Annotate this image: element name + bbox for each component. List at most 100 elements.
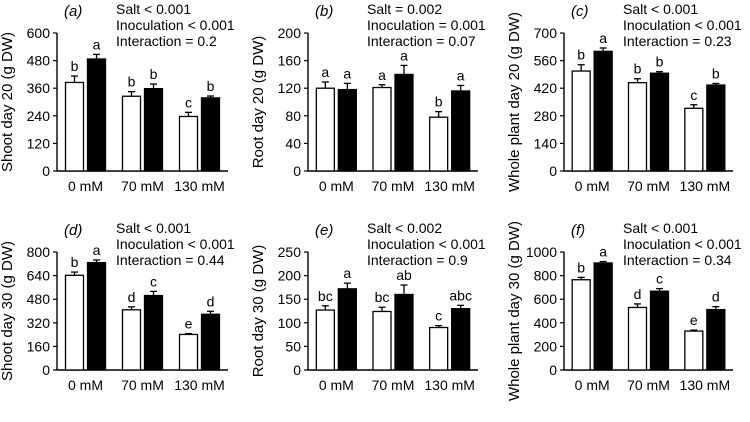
y-axis-label: Whole plant day 30 (g DW) — [506, 221, 523, 401]
bar — [178, 115, 199, 172]
significance-letter: abc — [449, 287, 472, 303]
bar — [64, 274, 85, 371]
stats-line: Interaction = 0.34 — [623, 252, 732, 268]
bar — [394, 293, 414, 371]
y-tick-label: 160 — [27, 338, 51, 354]
stats-line: Inoculation < 0.001 — [116, 17, 235, 33]
y-tick-label: 120 — [27, 135, 51, 151]
y-axis-label: Shoot day 20 (g DW) — [0, 32, 16, 172]
significance-letter: d — [128, 289, 136, 305]
y-tick-label: 80 — [285, 108, 301, 124]
chart-panel-e: 0 50 100 150 200 250 Root day 30 (g DW) (e) Salt… — [250, 220, 486, 393]
stats-line: Interaction = 0.23 — [623, 33, 732, 49]
bar — [200, 313, 221, 371]
y-tick-label: 100 — [278, 315, 302, 331]
y-tick-label: 800 — [27, 244, 51, 260]
y-tick-label: 200 — [278, 25, 302, 41]
significance-letter: b — [577, 47, 585, 63]
bar — [86, 58, 107, 172]
bar — [451, 90, 471, 172]
stats-line: Interaction = 0.9 — [367, 252, 468, 268]
bar — [315, 87, 335, 172]
significance-letter: c — [185, 94, 192, 110]
x-tick-label: 0 mM — [68, 178, 103, 194]
significance-letter: e — [185, 316, 193, 332]
bar — [315, 309, 335, 371]
significance-letter: a — [321, 64, 329, 80]
y-axis-label: Root day 20 (g DW) — [250, 36, 267, 169]
bar — [593, 262, 613, 371]
stats-line: Interaction = 0.07 — [367, 33, 476, 49]
bar — [372, 86, 392, 172]
x-tick-label: 70 mM — [121, 377, 164, 393]
stats-line: Salt < 0.002 — [367, 220, 442, 236]
y-tick-label: 140 — [534, 135, 558, 151]
significance-letter: c — [690, 87, 697, 103]
bar — [143, 294, 164, 371]
bar — [684, 330, 704, 371]
y-axis-label: Shoot day 30 (g DW) — [0, 241, 16, 381]
panel-label: (c) — [571, 3, 589, 20]
significance-letter: b — [435, 94, 443, 110]
significance-letter: b — [71, 254, 79, 270]
y-tick-label: 400 — [534, 315, 558, 331]
stats-line: Inoculation < 0.001 — [623, 236, 742, 252]
significance-letter: b — [207, 78, 215, 94]
y-tick-label: 250 — [278, 244, 302, 260]
y-tick-label: 480 — [27, 53, 51, 69]
significance-letter: b — [150, 66, 158, 82]
stats-line: Inoculation = 0.001 — [367, 17, 486, 33]
significance-letter: b — [656, 54, 664, 70]
significance-letter: b — [71, 58, 79, 74]
significance-letter: b — [577, 259, 585, 275]
y-tick-label: 0 — [549, 163, 557, 179]
x-tick-label: 70 mM — [627, 377, 670, 393]
y-tick-label: 160 — [278, 53, 302, 69]
x-tick-label: 70 mM — [627, 178, 670, 194]
bar — [429, 116, 449, 172]
stats-line: Salt = 0.002 — [367, 1, 442, 17]
panel-label: (b) — [315, 3, 333, 20]
y-tick-label: 640 — [27, 268, 51, 284]
bar — [121, 95, 142, 172]
significance-letter: a — [343, 65, 351, 81]
y-tick-label: 560 — [534, 53, 558, 69]
y-tick-label: 0 — [42, 163, 50, 179]
x-tick-label: 130 mM — [680, 377, 731, 393]
significance-letter: a — [93, 242, 101, 258]
bar — [121, 309, 142, 371]
x-tick-label: 130 mM — [174, 178, 225, 194]
significance-letter: b — [712, 65, 720, 81]
bar — [178, 333, 199, 371]
bar — [706, 308, 726, 371]
x-tick-label: 70 mM — [121, 178, 164, 194]
bar — [627, 306, 648, 371]
stats-line: Salt < 0.001 — [623, 220, 698, 236]
y-tick-label: 480 — [27, 291, 51, 307]
significance-letter: bc — [375, 289, 390, 305]
significance-letter: a — [378, 67, 386, 83]
bar — [86, 261, 107, 371]
bar — [429, 326, 449, 371]
bar — [337, 288, 357, 371]
x-tick-label: 70 mM — [372, 377, 415, 393]
bar — [394, 73, 414, 172]
x-tick-label: 130 mM — [680, 178, 731, 194]
y-tick-label: 600 — [534, 291, 558, 307]
stats-line: Inoculation < 0.001 — [116, 236, 235, 252]
bar — [684, 107, 704, 172]
significance-letter: d — [207, 293, 215, 309]
x-tick-label: 0 mM — [575, 178, 610, 194]
y-tick-label: 420 — [534, 80, 558, 96]
bar — [706, 84, 726, 172]
stats-line: Inoculation < 0.001 — [623, 17, 742, 33]
bar — [649, 72, 670, 172]
bar — [451, 307, 471, 371]
stats-line: Inoculation < 0.001 — [367, 236, 486, 252]
y-tick-label: 800 — [534, 268, 558, 284]
panel-label: (d) — [64, 222, 82, 239]
y-tick-label: 120 — [278, 80, 302, 96]
bar — [337, 88, 357, 172]
chart-panel-c: 0 140 280 420 560 700 Whole plant day 20 (g DW… — [506, 1, 742, 194]
